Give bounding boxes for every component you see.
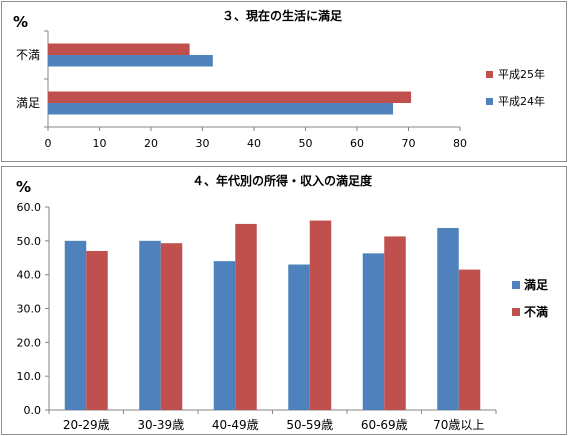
x-tick-label: 30: [196, 137, 210, 150]
bar-0-0: [64, 240, 87, 410]
bar-group: [64, 220, 481, 410]
bar-0-1: [48, 55, 213, 67]
bar-4-1: [384, 236, 406, 410]
legend-label: 平成24年: [498, 94, 545, 108]
unit-label: %: [16, 178, 31, 196]
legend-swatch: [512, 281, 520, 289]
y-tick-label: 20.0: [17, 336, 42, 349]
legend-label: 満足: [524, 277, 548, 292]
bar-3-1: [309, 220, 332, 410]
category-label: 満足: [16, 96, 40, 110]
bar-1-1: [160, 243, 183, 410]
bar-4-0: [362, 253, 385, 410]
y-tick-label: 0.0: [24, 404, 42, 417]
x-tick-label: 40: [247, 137, 261, 150]
bar-0-1: [86, 250, 108, 410]
x-tick-label: 50: [299, 137, 313, 150]
bar-5-0: [437, 227, 459, 410]
income-satisfaction-chart-panel: ４、年代別の所得・収入の満足度 % 0.0 10.0 20.0 30.0 40.0 50.…: [1, 166, 567, 435]
y-tick-label: 30.0: [17, 303, 42, 316]
category-label: 70歳以上: [433, 418, 484, 432]
satisfaction-chart-panel: ３、現在の生活に満足 % 0 10 20 30 40 50 60 70 80 不満満足 平成25…: [1, 1, 567, 162]
bar-3-0: [288, 264, 310, 410]
x-tick-label: 0: [45, 137, 52, 150]
category-label: 20-29歳: [63, 418, 110, 432]
x-tick-label: 10: [93, 137, 107, 150]
bar-1-0: [48, 91, 412, 103]
y-tick-label: 60.0: [17, 201, 42, 214]
y-tick-label: 10.0: [17, 370, 42, 383]
y-tick-label: 40.0: [17, 269, 42, 282]
x-tick-label: 80: [453, 137, 467, 150]
legend-label: 平成25年: [498, 67, 545, 81]
legend-swatch: [486, 98, 493, 105]
legend-swatch: [486, 71, 493, 78]
axis-group: [45, 206, 497, 414]
unit-label: %: [13, 13, 28, 31]
category-label: 50-59歳: [286, 418, 333, 432]
tick-label-group: 0.0 10.0 20.0 30.0 40.0 50.0 60.0: [17, 201, 42, 417]
bar-2-1: [235, 223, 257, 410]
bar-1-0: [139, 240, 161, 410]
tick-label-group: 0 10 20 30 40 50 60 70 80: [45, 137, 468, 150]
bar-2-0: [213, 261, 236, 410]
bar-5-1: [458, 269, 481, 410]
bar-1-1: [48, 103, 394, 115]
category-label: 30-39歳: [137, 418, 184, 432]
chart-title: ３、現在の生活に満足: [222, 8, 342, 23]
chart-title: ４、年代別の所得・収入の満足度: [192, 173, 373, 188]
category-label: 60-69歳: [361, 418, 408, 432]
bar-group: [48, 43, 412, 115]
legend-swatch: [512, 308, 520, 316]
income-satisfaction-by-age-chart: ４、年代別の所得・収入の満足度 % 0.0 10.0 20.0 30.0 40.0 50.…: [16, 173, 548, 432]
x-tick-label: 60: [350, 137, 364, 150]
x-tick-label: 70: [402, 137, 416, 150]
y-tick-label: 50.0: [17, 235, 42, 248]
legend-label: 不満: [524, 304, 548, 319]
bar-0-0: [48, 43, 190, 55]
x-tick-label: 20: [144, 137, 158, 150]
category-label: 不満: [16, 48, 40, 62]
category-label: 40-49歳: [212, 418, 259, 432]
category-label-group: 20-29歳 30-39歳 40-49歳 50-59歳 60-69歳 70歳以上: [63, 418, 485, 432]
